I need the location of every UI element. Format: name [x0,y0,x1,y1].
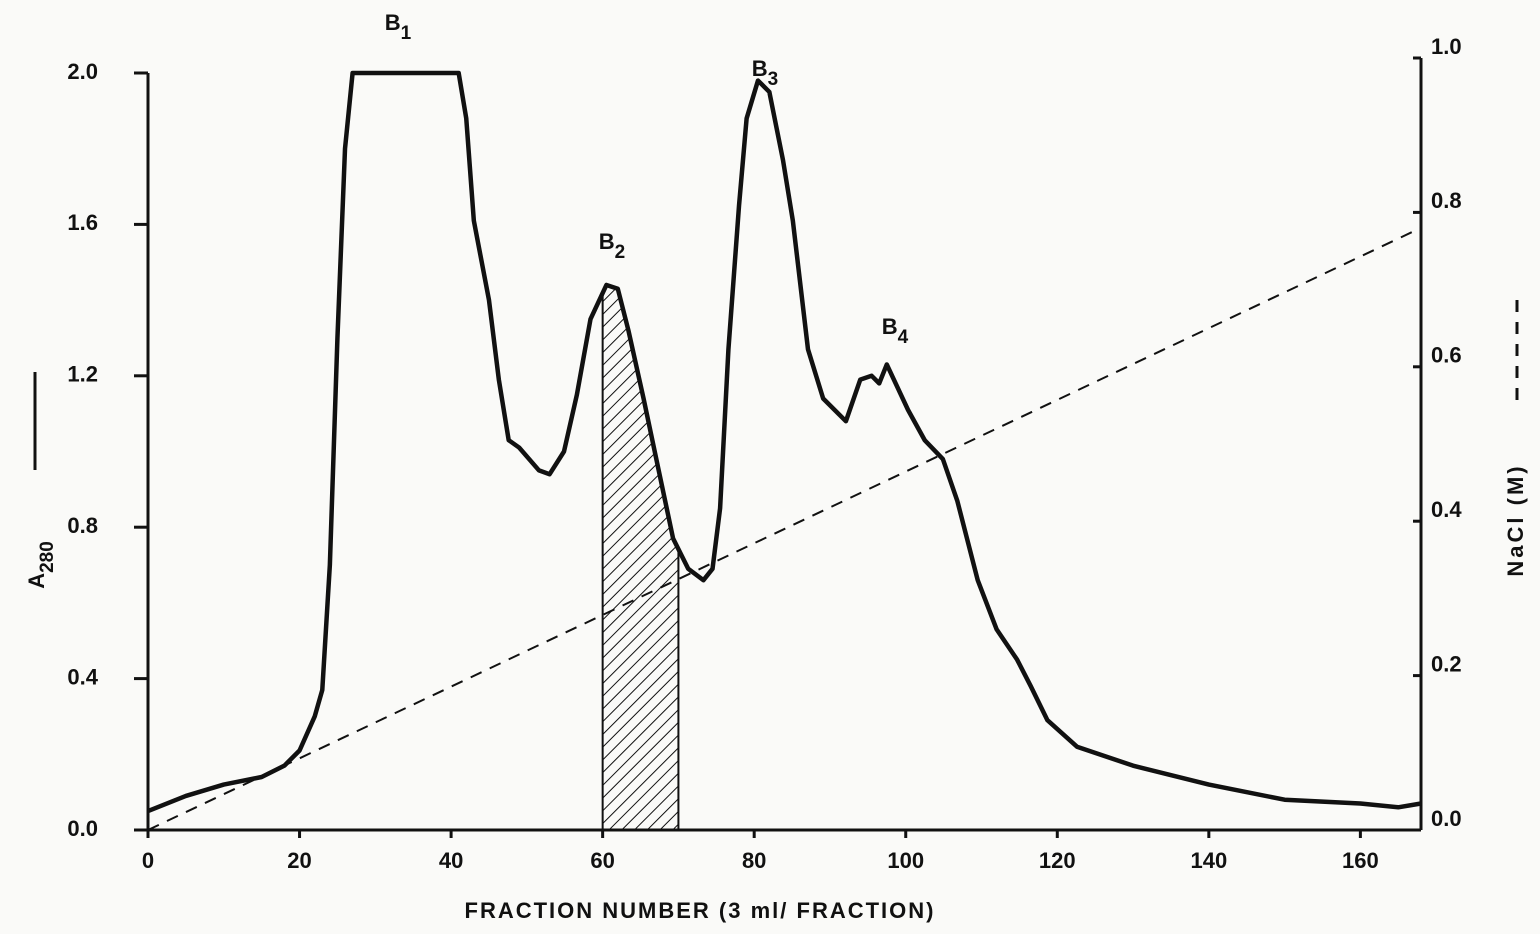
x-tick-label: 0 [142,848,154,873]
x-tick-label: 160 [1342,848,1379,873]
y2-tick-label: 0.0 [1431,806,1462,831]
y-tick-label: 0.0 [67,816,98,841]
x-tick-label: 20 [287,848,311,873]
nacl-line [147,226,1422,831]
a280-line [147,70,1422,814]
y2-tick-label: 0.2 [1431,651,1462,676]
peak-label: B4 [882,314,909,348]
x-tick-label: 100 [887,848,924,873]
y2-tick-label: 0.6 [1431,343,1462,368]
peak-label: B2 [599,229,625,263]
y-tick-label: 0.4 [67,664,98,689]
peak-label: B3 [752,56,778,90]
x-tick-label: 140 [1190,848,1227,873]
x-tick-label: 120 [1039,848,1076,873]
y2-tick-label: 1.0 [1431,34,1462,59]
y-tick-label: 2.0 [67,59,98,84]
y-axis-label: A280 [24,541,58,589]
y2-tick-label: 0.8 [1431,188,1462,213]
x-tick-label: 60 [590,848,614,873]
x-tick-label: 80 [742,848,766,873]
x-tick-label: 40 [439,848,463,873]
y2-axis-label: NaCl (M) [1503,463,1528,576]
y-tick-label: 0.8 [67,513,98,538]
x-axis-label: FRACTION NUMBER (3 ml/ FRACTION) [465,898,936,923]
y-tick-label: 1.2 [67,362,98,387]
y2-tick-label: 0.4 [1431,497,1462,522]
peak-label: B1 [385,10,412,44]
y-tick-label: 1.6 [67,210,98,235]
